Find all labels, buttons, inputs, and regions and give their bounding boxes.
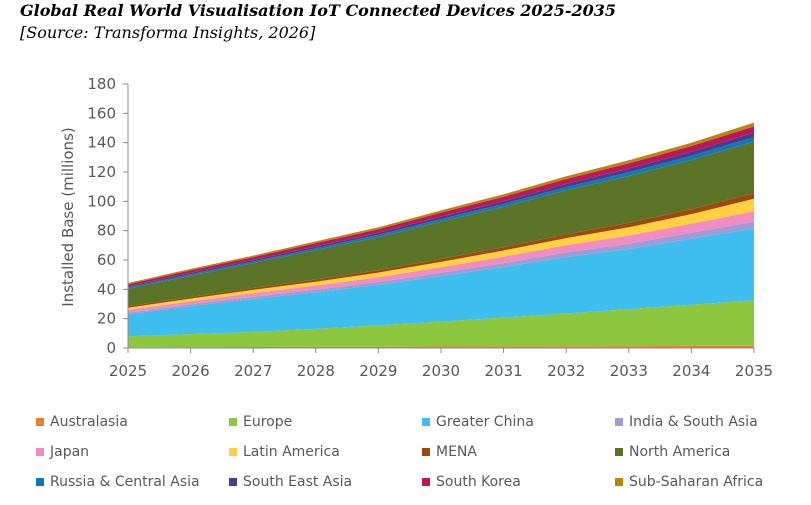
legend-item-mena: MENA: [422, 442, 477, 462]
area-latin-america: [128, 198, 754, 310]
x-tick-label: 2033: [610, 362, 648, 380]
x-tick-label: 2031: [485, 362, 523, 380]
area-europe: [128, 300, 754, 348]
legend-label: South East Asia: [243, 474, 353, 490]
y-tick-label: 180: [87, 75, 116, 93]
x-tick-label: 2028: [297, 362, 335, 380]
y-tick-label: 0: [106, 339, 116, 357]
legend-swatch: [422, 448, 430, 456]
legend-item-south-east-asia: South East Asia: [229, 472, 352, 492]
legend-label: Japan: [50, 444, 90, 460]
legend-label: North America: [629, 444, 731, 460]
x-tick-label: 2026: [172, 362, 210, 380]
x-tick-label: 2029: [359, 362, 397, 380]
chart-title: Global Real World Visualisation IoT Conn…: [20, 1, 616, 20]
legend-label: MENA: [436, 444, 477, 460]
title-block: Global Real World Visualisation IoT Conn…: [20, 0, 616, 44]
x-tick-label: 2035: [735, 362, 773, 380]
legend-item-europe: Europe: [229, 412, 292, 432]
legend-item-india-south-asia: India & South Asia: [615, 412, 758, 432]
legend-label: Australasia: [50, 414, 128, 430]
legend-swatch: [229, 418, 237, 426]
legend-label: South Korea: [436, 474, 521, 490]
legend-swatch: [36, 478, 44, 486]
legend-swatch: [422, 418, 430, 426]
area-greater-china: [128, 228, 754, 337]
axes: 0 20 40 60 80 100 120 140 160 180 2025 2026 2027 2028…: [87, 75, 773, 380]
legend-item-australasia: Australasia: [36, 412, 128, 432]
legend-swatch: [422, 478, 430, 486]
x-tick-label: 2030: [422, 362, 460, 380]
y-tick-label: 40: [97, 280, 116, 298]
y-axis-label: Installed Base (millions): [59, 127, 77, 306]
legend-label: Russia & Central Asia: [50, 474, 200, 490]
legend-label: Europe: [243, 414, 293, 430]
legend-label: Latin America: [243, 444, 340, 460]
legend-swatch: [36, 418, 44, 426]
legend-label: India & South Asia: [629, 414, 758, 430]
legend-swatch: [229, 448, 237, 456]
chart-subtitle: [Source: Transforma Insights, 2026]: [20, 23, 316, 42]
legend-swatch: [615, 478, 623, 486]
y-tick-label: 160: [87, 104, 116, 122]
legend-swatch: [615, 418, 623, 426]
x-tick-label: 2025: [109, 362, 147, 380]
legend-swatch: [36, 448, 44, 456]
x-tick-label: 2027: [234, 362, 272, 380]
y-tick-label: 60: [97, 251, 116, 269]
legend-item-latin-america: Latin America: [229, 442, 340, 462]
area-layers: [128, 122, 754, 348]
y-tick-label: 80: [97, 222, 116, 240]
x-tick-label: 2034: [672, 362, 710, 380]
legend-item-south-korea: South Korea: [422, 472, 521, 492]
area-north-america: [128, 141, 754, 307]
y-tick-label: 140: [87, 134, 116, 152]
area-australasia: [128, 345, 754, 348]
area-south-korea: [128, 126, 754, 287]
x-tick-label: 2032: [547, 362, 585, 380]
legend-item-russia-central-asia: Russia & Central Asia: [36, 472, 200, 492]
legend-label: Sub-Saharan Africa: [629, 474, 764, 490]
y-tick-label: 20: [97, 310, 116, 328]
area-japan: [128, 211, 754, 313]
legend-label: Greater China: [436, 414, 534, 430]
y-tick-label: 120: [87, 163, 116, 181]
legend-item-sub-saharan-africa: Sub-Saharan Africa: [615, 472, 763, 492]
legend-swatch: [615, 448, 623, 456]
area-india-south-asia: [128, 221, 754, 315]
y-tick-label: 100: [87, 192, 116, 210]
legend-swatch: [229, 478, 237, 486]
legend-item-north-america: North America: [615, 442, 730, 462]
legend-item-greater-china: Greater China: [422, 412, 534, 432]
legend-item-japan: Japan: [36, 442, 89, 462]
